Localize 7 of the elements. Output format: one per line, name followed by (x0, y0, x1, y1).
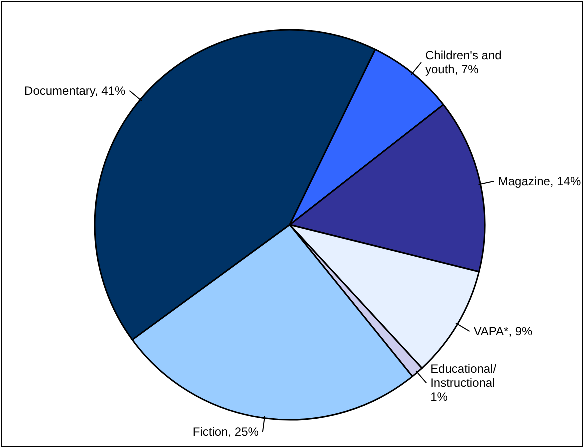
slice-label: Magazine, 14% (498, 174, 582, 188)
slice-label: Educational/ Instructional (430, 362, 498, 390)
slice-label: Fiction, 25% (192, 425, 260, 440)
data-label: 1% (430, 390, 448, 404)
slice-label: Children's and youth, 7% (426, 48, 502, 77)
slice-label: VAPA*, 9% (474, 324, 534, 339)
slice-label: Documentary, 41% (24, 84, 126, 98)
